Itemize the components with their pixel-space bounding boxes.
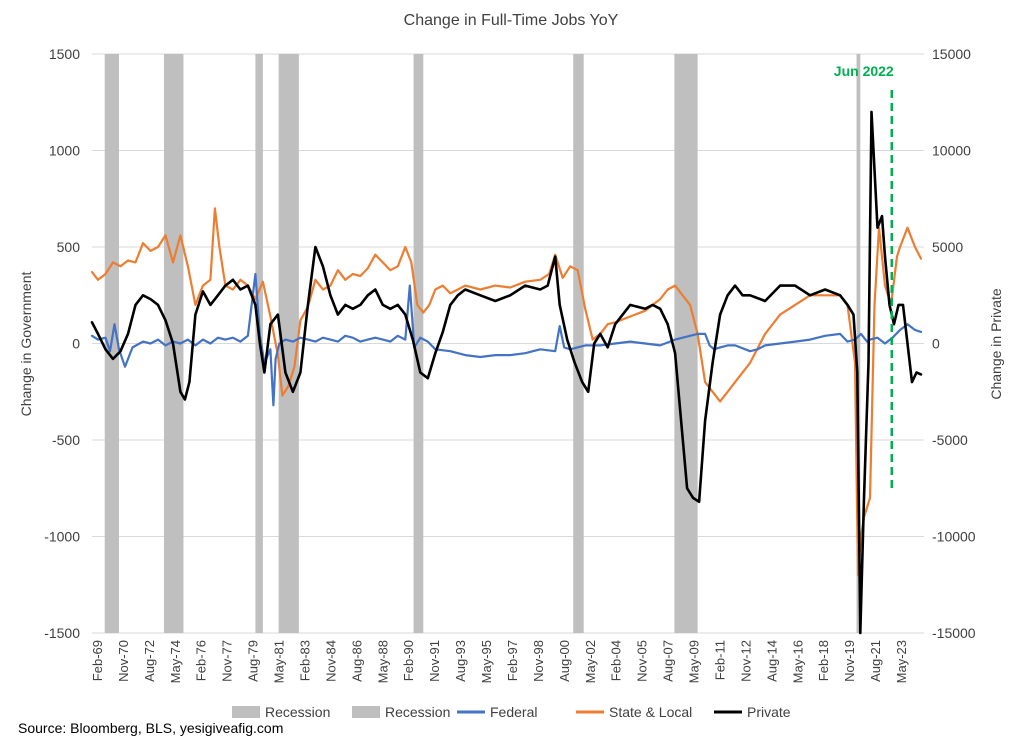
recession-band <box>413 54 424 633</box>
recession-band <box>856 54 861 633</box>
y-right-tick-label: -10000 <box>932 529 976 545</box>
series-line-federal <box>90 272 923 407</box>
y-left-tick-label: 500 <box>57 239 81 255</box>
y-right-tick-label: -5000 <box>932 432 968 448</box>
x-tick-label: May-74 <box>168 640 183 683</box>
recession-band <box>278 54 299 633</box>
y-right-tick-label: 5000 <box>932 239 963 255</box>
source-note: Source: Bloomberg, BLS, yesigiveafig.com <box>18 720 283 736</box>
y-right-tick-label: -15000 <box>932 625 976 641</box>
x-tick-label: May-16 <box>790 640 805 683</box>
x-tick-label: Nov-84 <box>323 640 338 682</box>
y-axis-left-label: Change in Government <box>18 272 34 417</box>
chart-title: Change in Full-Time Jobs YoY <box>404 12 619 29</box>
x-tick-label: May-95 <box>479 640 494 683</box>
recession-bands <box>104 54 861 633</box>
x-tick-label: Feb-83 <box>297 640 312 681</box>
x-tick-label: Feb-18 <box>816 640 831 681</box>
x-tick-label: Aug-72 <box>142 640 157 682</box>
x-tick-label: Aug-07 <box>661 640 676 682</box>
y-right-tick-label: 0 <box>932 336 940 352</box>
x-tick-label: May-23 <box>894 640 909 683</box>
y-axis-right-label: Change in Private <box>988 288 1004 400</box>
legend-swatch-recession <box>232 706 260 718</box>
x-tick-label: Nov-98 <box>531 640 546 682</box>
legend-label-recession: Recession <box>265 704 330 720</box>
recession-band <box>573 54 584 633</box>
y-left-tick-label: -1500 <box>44 625 80 641</box>
x-tick-label: Feb-97 <box>505 640 520 681</box>
x-tick-label: Feb-69 <box>90 640 105 681</box>
x-tick-label: Aug-00 <box>557 640 572 682</box>
x-tick-label: Aug-21 <box>868 640 883 682</box>
annotation-label: Jun 2022 <box>834 63 894 79</box>
y-left-tick-label: 1000 <box>49 143 80 159</box>
x-tick-label: May-81 <box>272 640 287 683</box>
y-left-tick-label: -500 <box>52 432 80 448</box>
x-tick-label: May-02 <box>583 640 598 683</box>
x-tick-label: May-09 <box>687 640 702 683</box>
x-tick-label: May-88 <box>375 640 390 683</box>
x-tick-label: Aug-86 <box>349 640 364 682</box>
x-tick-label: Nov-05 <box>635 640 650 682</box>
y-axis-left: 1500 1000 500 0 -500 -1000 -1500 <box>44 46 80 641</box>
x-tick-label: Feb-90 <box>401 640 416 681</box>
legend-label-recession: Recession <box>385 704 450 720</box>
gridlines <box>92 53 924 634</box>
series-line-private <box>90 110 923 635</box>
x-tick-label: Aug-79 <box>246 640 261 682</box>
legend-label-federal: Federal <box>490 704 537 720</box>
annotation-group: Jun 2022 <box>834 63 894 488</box>
x-tick-label: Nov-91 <box>427 640 442 682</box>
x-axis: Feb-69 Nov-70 Aug-72 May-74 Feb-76 Nov-77 Aug-… <box>90 640 909 683</box>
y-left-tick-label: 0 <box>72 336 80 352</box>
x-tick-label: Nov-70 <box>116 640 131 682</box>
y-right-tick-label: 15000 <box>932 46 971 62</box>
y-axis-right: 15000 10000 5000 0 -5000 -10000 -15000 <box>932 46 976 641</box>
legend-label-state-local: State & Local <box>609 704 692 720</box>
legend: Recession Recession Federal State & Local Pr… <box>232 704 791 720</box>
x-tick-label: Aug-93 <box>453 640 468 682</box>
y-right-tick-label: 10000 <box>932 143 971 159</box>
recession-band <box>674 54 698 633</box>
x-tick-label: Feb-76 <box>194 640 209 681</box>
y-left-tick-label: 1500 <box>49 46 80 62</box>
legend-label-private: Private <box>747 704 791 720</box>
series-line-state-local <box>90 207 923 577</box>
x-tick-label: Nov-12 <box>738 640 753 682</box>
y-left-tick-label: -1000 <box>44 529 80 545</box>
legend-swatch-recession <box>352 706 380 718</box>
x-tick-label: Nov-19 <box>842 640 857 682</box>
series-lines <box>90 110 923 635</box>
x-tick-label: Feb-11 <box>712 640 727 680</box>
x-tick-label: Aug-14 <box>764 640 779 682</box>
x-tick-label: Nov-77 <box>220 640 235 682</box>
x-tick-label: Feb-04 <box>609 640 624 681</box>
